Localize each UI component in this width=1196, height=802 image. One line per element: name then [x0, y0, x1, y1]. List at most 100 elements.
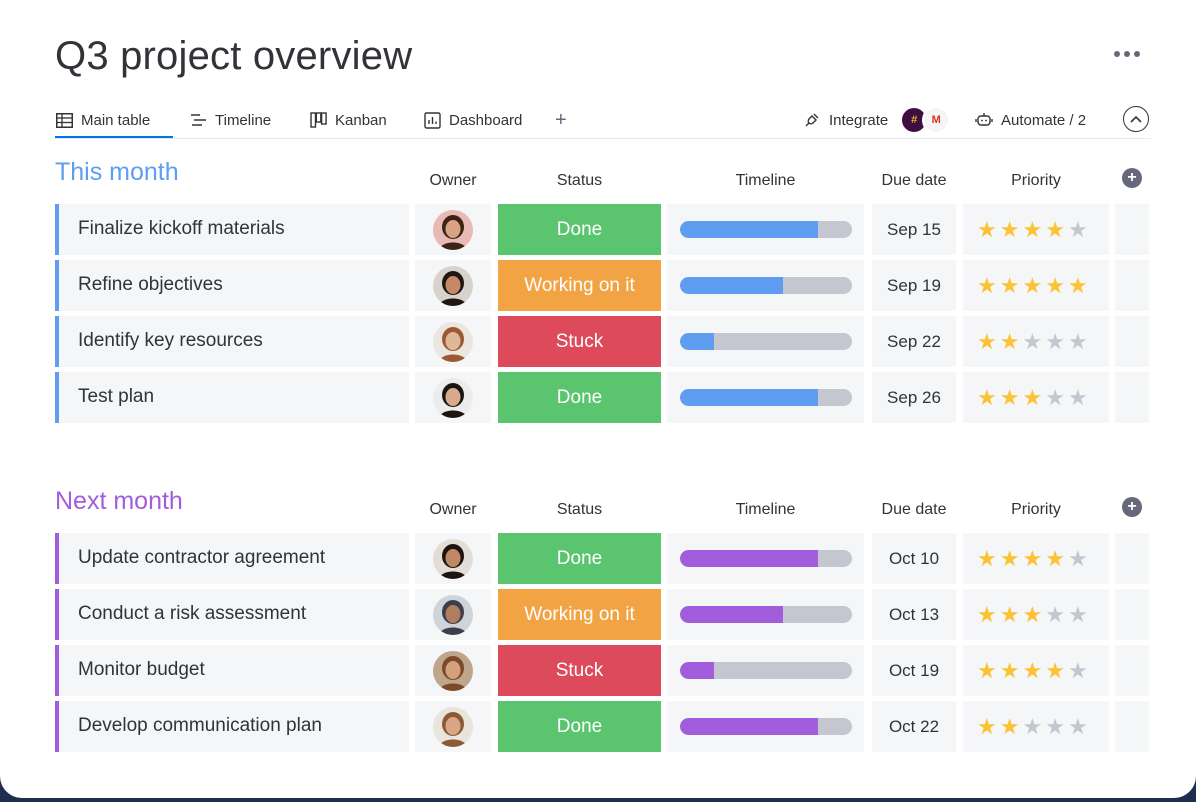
priority-rating[interactable]: ★ ★ ★ ★ ★ [963, 701, 1109, 752]
star-icon[interactable]: ★ [1067, 657, 1088, 683]
item-name-cell[interactable]: Refine objectives [55, 260, 409, 311]
column-header-priority[interactable]: Priority [1011, 501, 1061, 518]
star-icon[interactable]: ★ [1022, 657, 1043, 683]
column-header-due-date[interactable]: Due date [881, 501, 947, 518]
owner-cell[interactable] [415, 589, 491, 640]
due-date-cell[interactable]: Sep 22 [872, 316, 956, 367]
star-icon[interactable]: ★ [1045, 601, 1065, 627]
column-header-status[interactable]: Status [556, 501, 603, 518]
star-icon[interactable]: ★ [1045, 713, 1065, 739]
star-icon[interactable]: ★ [1045, 216, 1065, 242]
group-title[interactable]: This month [55, 158, 179, 186]
item-name-cell[interactable]: Identify key resources [55, 316, 409, 367]
star-icon[interactable]: ★ [1067, 601, 1088, 627]
owner-cell[interactable] [415, 701, 491, 752]
tab-kanban[interactable]: Kanban [309, 104, 387, 136]
star-icon[interactable]: ★ [977, 384, 997, 410]
integrate-button[interactable]: Integrate # M [803, 104, 951, 136]
star-icon[interactable]: ★ [977, 713, 997, 739]
more-options-icon[interactable] [1110, 44, 1144, 64]
status-badge[interactable]: Done [498, 204, 661, 255]
due-date-cell[interactable]: Oct 10 [872, 533, 956, 584]
column-header-timeline[interactable]: Timeline [735, 172, 796, 189]
timeline-cell[interactable] [667, 589, 864, 640]
timeline-cell[interactable] [667, 316, 864, 367]
timeline-cell[interactable] [667, 533, 864, 584]
item-name-cell[interactable]: Update contractor agreement [55, 533, 409, 584]
priority-rating[interactable]: ★ ★ ★ ★ ★ [963, 260, 1109, 311]
status-badge[interactable]: Done [498, 533, 661, 584]
table-row[interactable]: Finalize kickoff materials Done [55, 204, 1149, 260]
star-icon[interactable]: ★ [999, 713, 1020, 739]
column-header-owner[interactable]: Owner [429, 172, 477, 189]
table-row[interactable]: Conduct a risk assessment Working on it [55, 589, 1149, 645]
column-header-owner[interactable]: Owner [429, 501, 477, 518]
timeline-cell[interactable] [667, 645, 864, 696]
status-badge[interactable]: Working on it [498, 589, 661, 640]
star-icon[interactable]: ★ [1067, 713, 1088, 739]
status-badge[interactable]: Done [498, 372, 661, 423]
due-date-cell[interactable]: Oct 22 [872, 701, 956, 752]
timeline-cell[interactable] [667, 372, 864, 423]
owner-cell[interactable] [415, 260, 491, 311]
due-date-cell[interactable]: Sep 15 [872, 204, 956, 255]
column-header-due-date[interactable]: Due date [881, 172, 947, 189]
collapse-header-button[interactable] [1123, 106, 1149, 132]
timeline-cell[interactable] [667, 260, 864, 311]
star-icon[interactable]: ★ [999, 272, 1020, 298]
star-icon[interactable]: ★ [1067, 328, 1088, 354]
tab-dashboard[interactable]: Dashboard [423, 104, 522, 136]
star-icon[interactable]: ★ [977, 601, 997, 627]
due-date-cell[interactable]: Sep 19 [872, 260, 956, 311]
item-name-cell[interactable]: Test plan [55, 372, 409, 423]
star-icon[interactable]: ★ [1022, 216, 1043, 242]
priority-rating[interactable]: ★ ★ ★ ★ ★ [963, 372, 1109, 423]
star-icon[interactable]: ★ [999, 601, 1020, 627]
star-icon[interactable]: ★ [1022, 713, 1043, 739]
owner-cell[interactable] [415, 533, 491, 584]
star-icon[interactable]: ★ [999, 384, 1020, 410]
star-icon[interactable]: ★ [999, 545, 1020, 571]
star-icon[interactable]: ★ [1045, 545, 1065, 571]
star-icon[interactable]: ★ [977, 272, 997, 298]
due-date-cell[interactable]: Oct 13 [872, 589, 956, 640]
star-icon[interactable]: ★ [999, 657, 1020, 683]
due-date-cell[interactable]: Oct 19 [872, 645, 956, 696]
tab-timeline[interactable]: Timeline [189, 104, 271, 136]
table-row[interactable]: Identify key resources Stuck S [55, 316, 1149, 372]
star-icon[interactable]: ★ [1067, 545, 1088, 571]
table-row[interactable]: Test plan Done Sep 26 [55, 372, 1149, 428]
add-column-icon[interactable]: + [1122, 497, 1142, 517]
column-header-timeline[interactable]: Timeline [735, 501, 796, 518]
automate-button[interactable]: Automate / 2 [975, 104, 1086, 136]
table-row[interactable]: Refine objectives Working on it [55, 260, 1149, 316]
star-icon[interactable]: ★ [1022, 328, 1043, 354]
star-icon[interactable]: ★ [1022, 601, 1043, 627]
add-view-button[interactable]: + [555, 108, 567, 131]
priority-rating[interactable]: ★ ★ ★ ★ ★ [963, 645, 1109, 696]
item-name-cell[interactable]: Monitor budget [55, 645, 409, 696]
table-row[interactable]: Update contractor agreement Done [55, 533, 1149, 589]
item-name-cell[interactable]: Develop communication plan [55, 701, 409, 752]
group-title[interactable]: Next month [55, 487, 183, 515]
table-row[interactable]: Monitor budget Stuck Oct 19 [55, 645, 1149, 701]
star-icon[interactable]: ★ [1045, 384, 1065, 410]
star-icon[interactable]: ★ [1067, 216, 1088, 242]
priority-rating[interactable]: ★ ★ ★ ★ ★ [963, 589, 1109, 640]
star-icon[interactable]: ★ [1067, 384, 1088, 410]
star-icon[interactable]: ★ [1022, 384, 1043, 410]
tab-main-table[interactable]: Main table [55, 104, 173, 138]
star-icon[interactable]: ★ [1067, 272, 1088, 298]
star-icon[interactable]: ★ [1045, 657, 1065, 683]
due-date-cell[interactable]: Sep 26 [872, 372, 956, 423]
star-icon[interactable]: ★ [1022, 272, 1043, 298]
priority-rating[interactable]: ★ ★ ★ ★ ★ [963, 204, 1109, 255]
status-badge[interactable]: Stuck [498, 316, 661, 367]
star-icon[interactable]: ★ [999, 216, 1020, 242]
item-name-cell[interactable]: Conduct a risk assessment [55, 589, 409, 640]
item-name-cell[interactable]: Finalize kickoff materials [55, 204, 409, 255]
status-badge[interactable]: Stuck [498, 645, 661, 696]
star-icon[interactable]: ★ [977, 216, 997, 242]
column-header-priority[interactable]: Priority [1011, 172, 1061, 189]
table-row[interactable]: Develop communication plan Done [55, 701, 1149, 757]
